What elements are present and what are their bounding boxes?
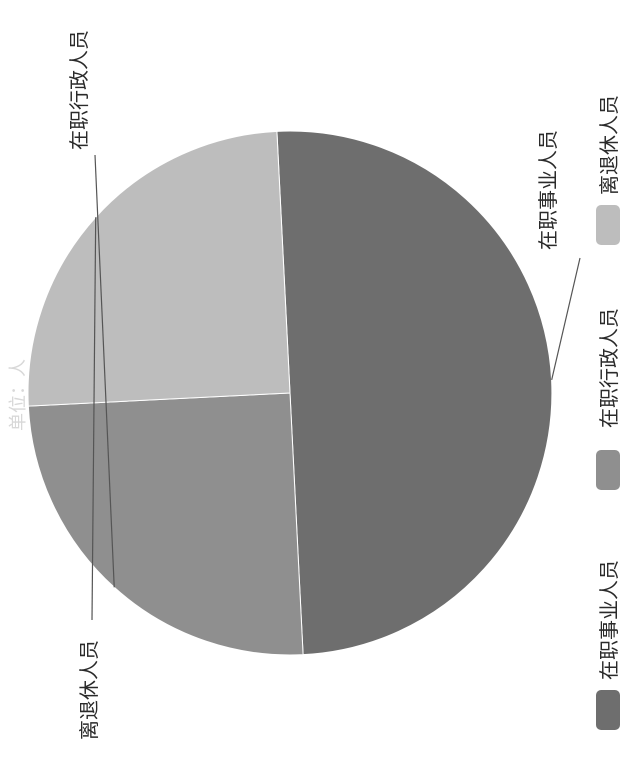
leader-lines — [91, 154, 581, 621]
legend: 在职事业人员 在职行政人员 离退休人员 — [596, 95, 621, 730]
leader-line-0 — [551, 257, 581, 381]
leader-line-2 — [91, 217, 97, 621]
legend-label-1: 在职行政人员 — [597, 308, 621, 428]
slice-label-2: 离退休人员 — [77, 640, 101, 740]
leader-line-1 — [94, 154, 115, 588]
pie-slice-0 — [276, 130, 553, 656]
pie-slice-1 — [27, 392, 304, 656]
legend-swatch-2 — [596, 205, 620, 245]
slice-label-0: 在职事业人员 — [536, 130, 560, 250]
legend-swatch-0 — [596, 690, 620, 730]
pie-slice-2 — [27, 130, 291, 407]
pie-slices — [27, 130, 553, 656]
unit-label: 单位：人 — [8, 359, 29, 431]
legend-label-0: 在职事业人员 — [597, 560, 621, 680]
legend-label-2: 离退休人员 — [597, 95, 621, 195]
legend-swatch-1 — [596, 450, 620, 490]
slice-label-1: 在职行政人员 — [67, 30, 91, 150]
